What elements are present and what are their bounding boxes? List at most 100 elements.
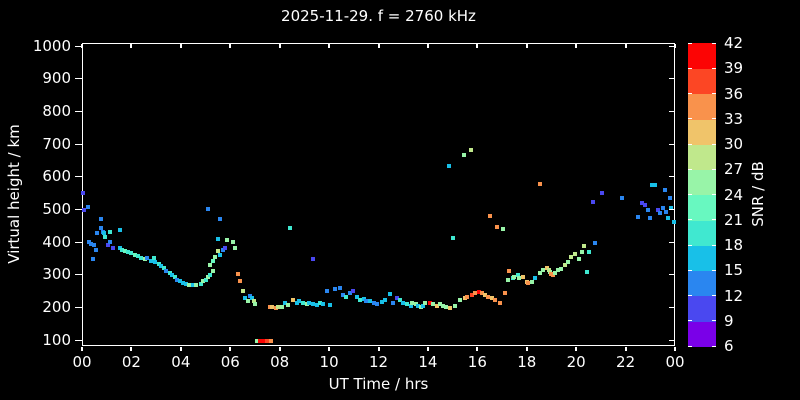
colorbar-tick-mark-right <box>712 345 716 347</box>
data-point <box>108 239 113 244</box>
x-tick-mark <box>476 347 479 351</box>
y-tick-label: 800 <box>42 101 71 120</box>
data-point <box>269 339 274 344</box>
data-point <box>82 208 87 213</box>
colorbar-segment <box>688 144 716 170</box>
data-point <box>206 206 210 211</box>
data-point <box>512 275 517 280</box>
data-point <box>151 255 156 260</box>
y-tick-mark <box>75 274 82 276</box>
x-tick-mark <box>525 347 528 351</box>
data-point <box>486 295 491 300</box>
data-point <box>270 305 275 310</box>
y-tick-mark <box>75 339 82 341</box>
data-point <box>559 266 564 271</box>
data-point <box>580 249 585 254</box>
x-tick-label: 10 <box>319 353 339 371</box>
data-point <box>297 299 302 304</box>
y-tick-mark <box>75 306 82 308</box>
x-tick-mark <box>130 347 133 351</box>
data-point <box>340 293 345 298</box>
data-point <box>175 278 180 283</box>
data-point <box>643 202 648 207</box>
data-point <box>434 303 439 308</box>
colorbar-segment <box>688 295 716 322</box>
data-point <box>544 265 549 270</box>
data-point <box>391 300 396 305</box>
data-point <box>533 276 538 281</box>
x-tick-mark-top <box>278 44 281 48</box>
data-point <box>252 302 257 307</box>
data-point <box>328 303 333 308</box>
data-point <box>88 241 93 246</box>
data-point <box>218 252 223 257</box>
data-point <box>220 247 225 252</box>
colorbar-tick-mark-right <box>712 244 716 246</box>
data-point <box>215 248 220 253</box>
data-point <box>86 205 91 210</box>
data-point <box>529 280 534 284</box>
y-tick-mark-right <box>669 143 674 145</box>
data-point <box>87 239 92 244</box>
y-tick-label: 200 <box>42 297 71 316</box>
data-point <box>409 300 414 305</box>
colorbar-segment <box>688 93 716 120</box>
colorbar-tick-mark-right <box>712 219 716 221</box>
data-point <box>430 301 435 306</box>
y-tick-mark <box>75 45 82 47</box>
data-point <box>282 300 287 305</box>
data-point <box>273 306 278 311</box>
colorbar-tick-mark <box>688 269 692 271</box>
colorbar-tick-mark <box>688 244 692 246</box>
data-point <box>501 227 506 232</box>
data-point <box>367 299 372 304</box>
data-point <box>291 298 296 303</box>
colorbar-tick-mark <box>688 67 692 69</box>
x-tick-label: 08 <box>270 353 290 371</box>
data-point <box>658 211 663 216</box>
data-point <box>149 258 154 263</box>
x-tick-mark <box>229 347 232 351</box>
data-point <box>164 268 168 273</box>
data-point <box>665 215 670 220</box>
data-point <box>238 279 243 284</box>
data-point <box>446 164 451 169</box>
data-point <box>635 215 640 219</box>
data-point <box>191 282 196 287</box>
x-tick-mark-top <box>377 44 380 48</box>
y-tick-mark <box>75 143 82 145</box>
y-tick-mark-right <box>669 110 674 112</box>
x-tick-mark <box>328 347 331 351</box>
y-tick-label: 500 <box>42 199 71 218</box>
x-tick-mark <box>674 347 676 351</box>
data-point <box>213 254 218 259</box>
data-point <box>230 239 235 244</box>
data-point <box>540 267 545 272</box>
data-point <box>423 300 428 305</box>
data-point <box>472 291 477 296</box>
data-point <box>357 297 362 302</box>
data-point <box>461 152 466 157</box>
data-point <box>581 244 586 249</box>
x-tick-label: 00 <box>72 353 92 371</box>
data-point <box>350 288 355 293</box>
colorbar-tick-label: 6 <box>724 337 734 355</box>
x-tick-label: 14 <box>418 353 438 371</box>
x-tick-mark-top <box>525 44 528 48</box>
data-point <box>668 196 673 201</box>
data-point <box>92 242 97 247</box>
data-point <box>103 234 108 239</box>
y-tick-mark-right <box>669 339 674 341</box>
data-point <box>152 259 157 264</box>
data-point <box>671 219 676 224</box>
colorbar-tick-label: 12 <box>724 286 744 305</box>
data-point <box>480 291 485 296</box>
data-point <box>215 236 220 241</box>
colorbar-tick-mark-right <box>712 42 716 44</box>
data-point <box>167 270 172 275</box>
data-point <box>307 300 312 305</box>
data-point <box>521 275 526 280</box>
colorbar-tick-mark-right <box>712 143 716 145</box>
data-point <box>320 302 325 307</box>
plot-area <box>82 43 675 346</box>
